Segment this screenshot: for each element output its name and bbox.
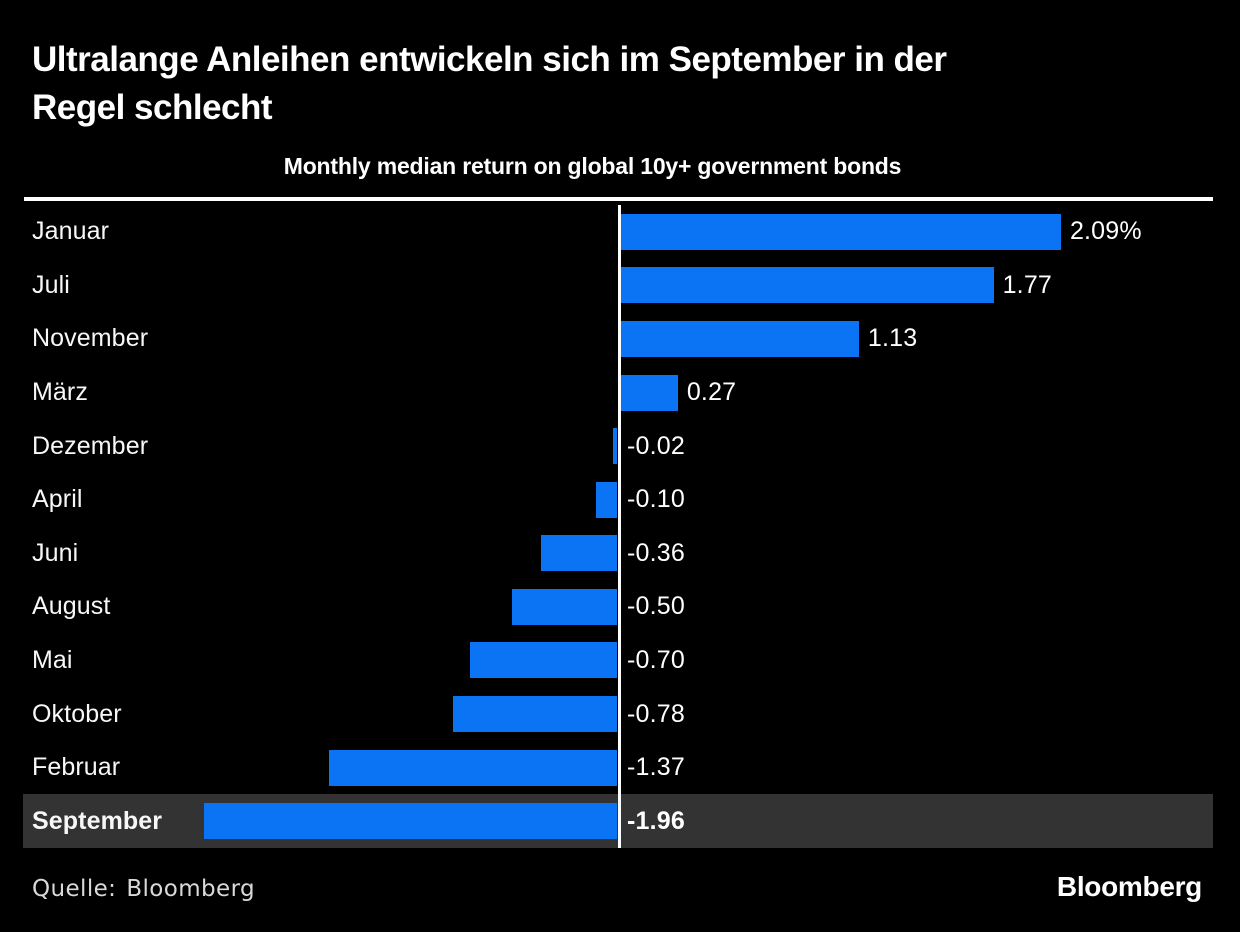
- chart-row: Oktober -0.78: [0, 687, 1240, 741]
- chart-row: Januar 2.09%: [0, 205, 1240, 259]
- bar: [595, 481, 617, 518]
- bloomberg-logo: Bloomberg: [1056, 871, 1202, 902]
- chart-row: Mai -0.70: [0, 634, 1240, 688]
- month-label: April: [32, 485, 83, 514]
- value-label: 1.77: [1002, 270, 1053, 299]
- month-label: Januar: [32, 217, 110, 246]
- month-label: Juli: [32, 270, 70, 299]
- bar: [621, 320, 859, 357]
- header-rule: [24, 197, 1213, 201]
- chart-row: August -0.50: [0, 580, 1240, 634]
- chart-title: Ultralange Anleihen entwickeln sich im S…: [32, 40, 947, 127]
- month-label: September: [32, 806, 163, 835]
- month-label: Juni: [32, 538, 79, 567]
- value-label: 0.27: [686, 378, 737, 407]
- chart-row: Juni -0.36: [0, 526, 1240, 580]
- month-label: Mai: [32, 645, 73, 674]
- bar: [621, 374, 678, 411]
- month-label: Februar: [32, 753, 121, 782]
- month-label: November: [32, 324, 149, 353]
- chart-row: März 0.27: [0, 366, 1240, 420]
- bar: [204, 803, 617, 840]
- chart-row: Juli 1.77: [0, 259, 1240, 313]
- value-label: -1.96: [627, 806, 685, 835]
- bar: [328, 749, 617, 786]
- month-label: Dezember: [32, 431, 149, 460]
- chart-row: November 1.13: [0, 312, 1240, 366]
- value-label: 1.13: [867, 324, 918, 353]
- bar: [511, 588, 617, 625]
- value-label: -0.70: [627, 645, 685, 674]
- bar: [541, 535, 617, 572]
- zero-baseline: [618, 205, 621, 848]
- chart-row: Dezember -0.02: [0, 419, 1240, 473]
- value-label: -0.78: [627, 699, 685, 728]
- value-label: -0.36: [627, 538, 685, 567]
- bar: [469, 642, 617, 679]
- value-label: -1.37: [627, 753, 685, 782]
- value-label: -0.50: [627, 592, 685, 621]
- bar: [612, 428, 617, 465]
- source-value: Bloomberg: [126, 876, 256, 902]
- bar: [621, 267, 994, 304]
- bar: [452, 696, 617, 733]
- chart-subtitle-wrap: Monthly median return on global 10y+ gov…: [0, 153, 1185, 180]
- chart-row: Februar -1.37: [0, 741, 1240, 795]
- month-label: März: [32, 378, 88, 407]
- value-label: -0.02: [627, 431, 685, 460]
- month-label: August: [32, 592, 111, 621]
- source-label: Quelle:: [32, 876, 117, 902]
- month-label: Oktober: [32, 699, 122, 728]
- bar: [621, 213, 1061, 250]
- chart-row: April -0.10: [0, 473, 1240, 527]
- chart-subtitle: Monthly median return on global 10y+ gov…: [283, 153, 902, 179]
- value-label: 2.09%: [1069, 217, 1142, 246]
- value-label: -0.10: [627, 485, 685, 514]
- source-line: Quelle: Bloomberg: [32, 876, 255, 902]
